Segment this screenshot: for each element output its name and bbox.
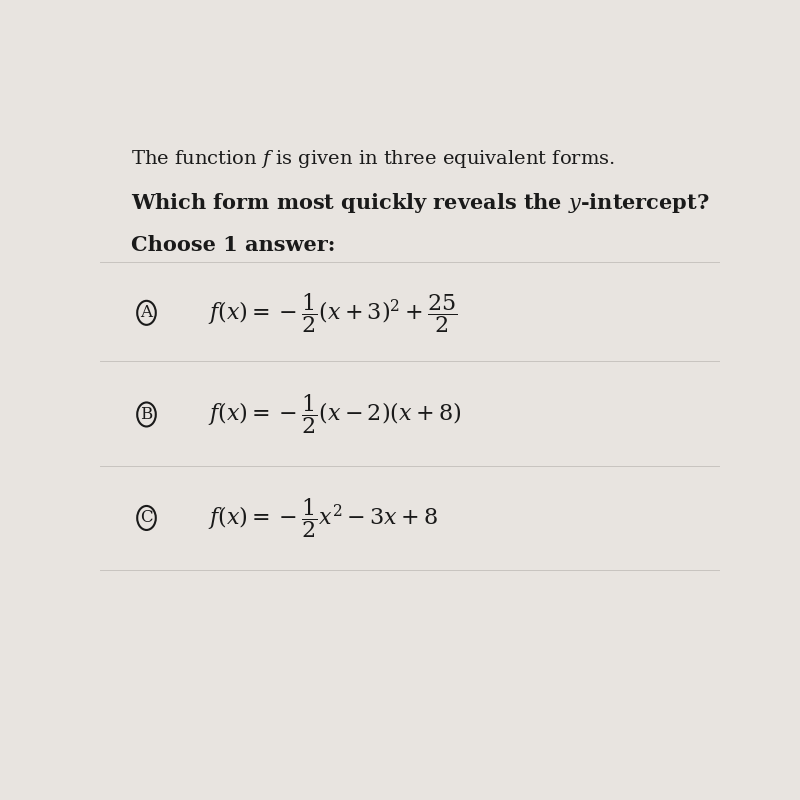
Text: The function $f$ is given in three equivalent forms.: The function $f$ is given in three equiv… <box>131 148 615 170</box>
Text: B: B <box>140 406 153 423</box>
Text: $f(x) = -\dfrac{1}{2}(x + 3)^2 + \dfrac{25}{2}$: $f(x) = -\dfrac{1}{2}(x + 3)^2 + \dfrac{… <box>209 291 458 335</box>
Text: A: A <box>141 304 153 322</box>
Text: C: C <box>140 510 153 526</box>
Text: Choose 1 answer:: Choose 1 answer: <box>131 234 335 254</box>
Text: $f(x) = -\dfrac{1}{2}x^2 - 3x + 8$: $f(x) = -\dfrac{1}{2}x^2 - 3x + 8$ <box>209 496 438 540</box>
Text: $f(x) = -\dfrac{1}{2}(x - 2)(x + 8)$: $f(x) = -\dfrac{1}{2}(x - 2)(x + 8)$ <box>209 393 462 437</box>
Text: Which form most quickly reveals the $y$-intercept?: Which form most quickly reveals the $y$-… <box>131 191 710 215</box>
